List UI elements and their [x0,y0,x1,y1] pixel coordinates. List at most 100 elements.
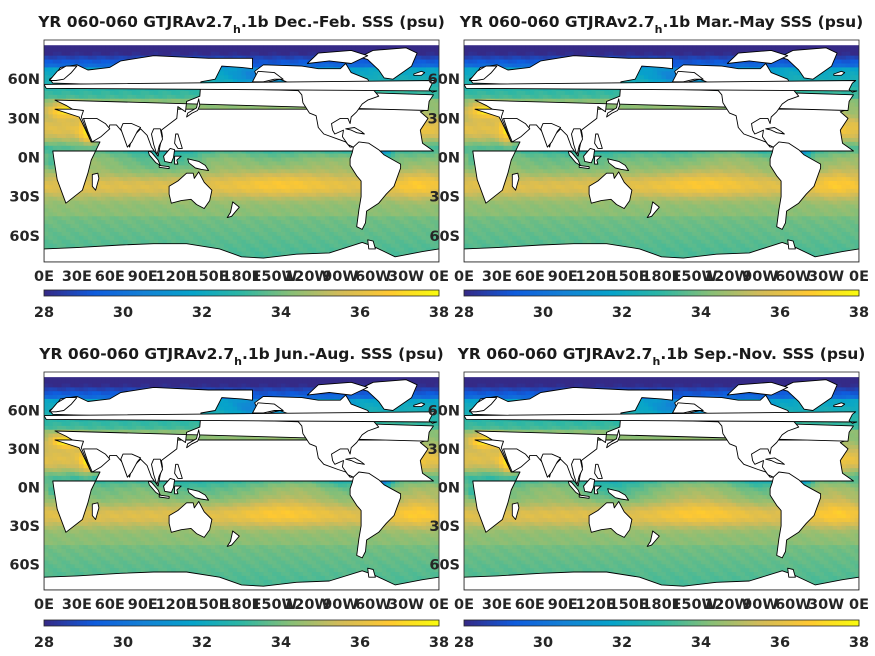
sss-cell [316,212,322,217]
sss-cell [421,149,427,155]
sss-cell [52,67,58,72]
sss-cell [105,173,111,178]
sss-cell [202,157,207,163]
sss-cell [158,228,164,233]
sss-cell [83,184,89,190]
sss-cell [355,196,361,202]
sss-cell [83,231,89,237]
sss-cell [425,75,431,80]
sss-cell [408,192,414,198]
sss-cell [92,192,98,198]
sss-cell [294,208,300,213]
sss-cell [79,130,85,135]
sss-cell [70,204,76,210]
sss-cell [434,83,439,88]
sss-cell [232,243,238,249]
sss-cell [395,235,401,241]
sss-cell [281,177,286,182]
sss-cell [149,173,155,178]
sss-cell [171,216,177,221]
sss-cell [250,224,256,229]
sss-cell [285,204,291,210]
sss-cell [61,126,67,131]
sss-cell [307,161,313,166]
sss-cell [324,157,330,163]
sss-cell [390,43,396,49]
sss-cell [263,43,269,49]
sss-cell [276,184,282,190]
sss-cell [210,169,216,174]
sss-cell [421,90,427,96]
sss-cell [210,47,216,53]
sss-cell [434,51,439,57]
sss-cell [408,224,414,229]
sss-cell [118,165,124,170]
sss-cell [425,149,431,155]
sss-cell [48,141,54,147]
sss-cell [79,220,85,225]
sss-cell [184,157,190,163]
sss-cell [364,75,370,80]
sss-cell [399,239,405,245]
sss-cell [285,173,291,178]
sss-cell [298,224,304,229]
sss-cell [294,231,300,237]
sss-cell [281,247,286,253]
sss-cell [241,216,247,221]
sss-cell [320,216,326,221]
sss-cell [307,228,313,233]
sss-cell [52,243,58,249]
sss-cell [44,212,49,217]
sss-cell [101,208,107,213]
sss-cell [395,75,401,80]
sss-cell [140,149,146,155]
sss-cell [408,75,414,80]
sss-cell [412,47,418,53]
sss-cell [311,243,317,249]
sss-cell [44,192,49,198]
sss-cell [267,204,273,210]
sss-cell [215,228,221,233]
sss-cell [87,188,93,194]
sss-cell [408,161,414,166]
sss-cell [65,220,71,225]
sss-cell [57,114,63,119]
sss-cell [259,184,265,190]
sss-cell [61,47,67,53]
sss-cell [329,47,335,53]
sss-cell [320,212,326,217]
sss-cell [254,161,260,166]
sss-cell [377,212,383,217]
sss-cell [250,235,256,241]
sss-cell [153,212,159,217]
sss-cell [149,196,155,202]
sss-cell [44,196,49,202]
sss-cell [368,208,374,213]
sss-cell [333,239,339,245]
sss-cell [65,59,71,65]
sss-cell [180,224,186,229]
sss-cell [118,157,124,163]
sss-cell [65,216,71,221]
sss-cell [144,181,150,186]
sss-cell [267,212,273,217]
sss-cell [324,196,330,202]
sss-cell [188,204,194,210]
sss-cell [228,79,234,84]
sss-cell [355,239,361,245]
sss-cell [311,43,317,49]
sss-cell [44,243,49,249]
sss-cell [263,161,269,166]
sss-cell [52,134,58,139]
sss-cell [149,43,155,49]
sss-cell [184,169,190,174]
sss-cell [285,220,291,225]
sss-cell [320,204,326,210]
sss-cell [65,114,71,119]
sss-cell [206,228,212,233]
sss-cell [223,181,229,186]
sss-cell [324,169,330,174]
sss-cell [425,200,431,206]
sss-cell [294,247,300,253]
sss-cell [346,181,352,186]
